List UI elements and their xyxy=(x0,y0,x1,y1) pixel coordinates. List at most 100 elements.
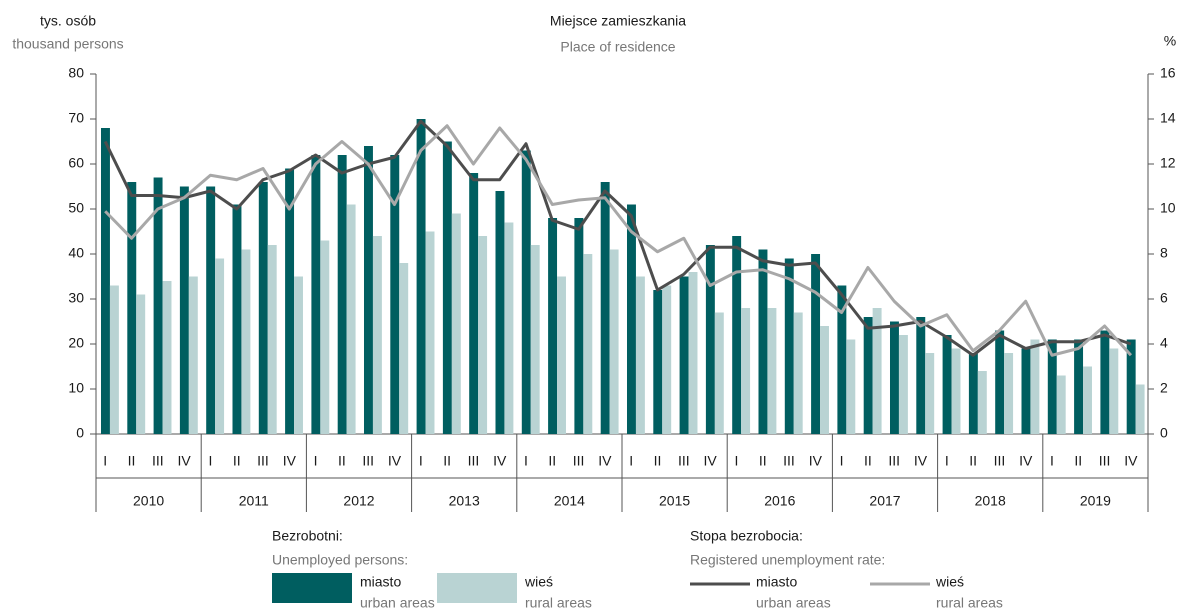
bar xyxy=(188,276,198,434)
bar xyxy=(609,249,619,434)
y2-tick-label: 14 xyxy=(1160,110,1176,126)
x-tick-label: III xyxy=(573,453,585,469)
chart-subtitle: Place of residence xyxy=(560,39,675,55)
x-tick-label: I xyxy=(419,453,423,469)
bar xyxy=(968,353,978,434)
bar xyxy=(995,330,1005,434)
bar xyxy=(784,258,794,434)
bar xyxy=(767,308,777,434)
bar xyxy=(1100,330,1110,434)
bar xyxy=(416,119,426,434)
y2-tick-label: 10 xyxy=(1160,200,1176,216)
bar xyxy=(153,177,163,434)
x-tick-label: IV xyxy=(703,453,717,469)
bar xyxy=(916,317,926,434)
bar xyxy=(495,191,505,434)
y-tick-label: 0 xyxy=(76,425,84,441)
bar xyxy=(320,240,330,434)
bar xyxy=(215,258,225,434)
legend-label: wieś xyxy=(524,574,553,590)
x-tick-label: I xyxy=(314,453,318,469)
bar xyxy=(372,236,382,434)
y-tick-label: 20 xyxy=(68,335,84,351)
bar xyxy=(1074,339,1084,434)
legend-label: wieś xyxy=(935,574,964,590)
x-tick-label: IV xyxy=(1124,453,1138,469)
bar xyxy=(820,326,829,434)
bar xyxy=(241,249,251,434)
bar xyxy=(889,321,899,434)
y2-tick-label: 4 xyxy=(1160,335,1168,351)
bar xyxy=(1083,366,1092,434)
bar xyxy=(162,281,172,434)
y-tick-label: 60 xyxy=(68,155,84,171)
line xyxy=(104,124,1133,357)
legend-swatch xyxy=(272,573,352,603)
bar xyxy=(1021,348,1031,434)
bar xyxy=(1047,339,1057,434)
bar xyxy=(258,182,268,434)
bar xyxy=(679,276,689,434)
legend-title: Bezrobotni: xyxy=(272,528,343,544)
bar xyxy=(425,231,435,434)
bar xyxy=(311,155,321,434)
bar xyxy=(530,245,540,434)
bar xyxy=(285,168,295,434)
bar xyxy=(1135,384,1145,434)
x-tick-label: II xyxy=(759,453,767,469)
x-tick-label: III xyxy=(1099,453,1111,469)
y2-tick-label: 6 xyxy=(1160,290,1168,306)
bar xyxy=(521,150,531,434)
bar xyxy=(662,285,672,434)
x-tick-label: IV xyxy=(493,453,507,469)
y-tick-label: 50 xyxy=(68,200,84,216)
line xyxy=(103,119,1132,357)
x-tick-label: III xyxy=(257,453,269,469)
bar xyxy=(109,285,119,434)
x-tick-label: III xyxy=(888,453,900,469)
bar xyxy=(793,312,803,434)
bar xyxy=(451,213,461,434)
legend-label-en: rural areas xyxy=(525,595,592,611)
x-tick-label: I xyxy=(734,453,738,469)
x-tick-label: IV xyxy=(914,453,928,469)
x-tick-label: IV xyxy=(388,453,402,469)
bar xyxy=(898,335,908,434)
bar xyxy=(363,146,373,434)
bar xyxy=(635,276,645,434)
year-label: 2017 xyxy=(869,493,900,509)
x-tick-label: III xyxy=(994,453,1006,469)
bar xyxy=(758,249,768,434)
year-label: 2019 xyxy=(1080,493,1111,509)
x-tick-label: II xyxy=(548,453,556,469)
bar xyxy=(399,263,409,434)
y-tick-label: 80 xyxy=(68,65,84,81)
bar xyxy=(100,128,110,434)
bar xyxy=(925,353,935,434)
bar xyxy=(337,155,347,434)
bar xyxy=(714,312,724,434)
year-label: 2016 xyxy=(764,493,795,509)
x-tick-label: II xyxy=(1074,453,1082,469)
x-tick-label: I xyxy=(945,453,949,469)
y2-tick-label: 8 xyxy=(1160,245,1168,261)
bar xyxy=(390,155,400,434)
bar xyxy=(548,218,558,434)
x-tick-label: III xyxy=(783,453,795,469)
bar xyxy=(942,335,952,434)
year-label: 2012 xyxy=(343,493,374,509)
year-label: 2010 xyxy=(133,493,164,509)
legend-title: Stopa bezrobocia: xyxy=(690,528,803,544)
x-tick-label: I xyxy=(524,453,528,469)
legend-label-en: urban areas xyxy=(360,595,435,611)
legend-label: miasto xyxy=(360,574,401,590)
bar xyxy=(504,222,514,434)
x-tick-label: III xyxy=(468,453,480,469)
bar xyxy=(179,186,189,434)
x-tick-label: IV xyxy=(177,453,191,469)
y-axis-label: tys. osób xyxy=(40,13,96,29)
bar xyxy=(1109,348,1119,434)
bar xyxy=(232,204,242,434)
year-label: 2018 xyxy=(975,493,1006,509)
